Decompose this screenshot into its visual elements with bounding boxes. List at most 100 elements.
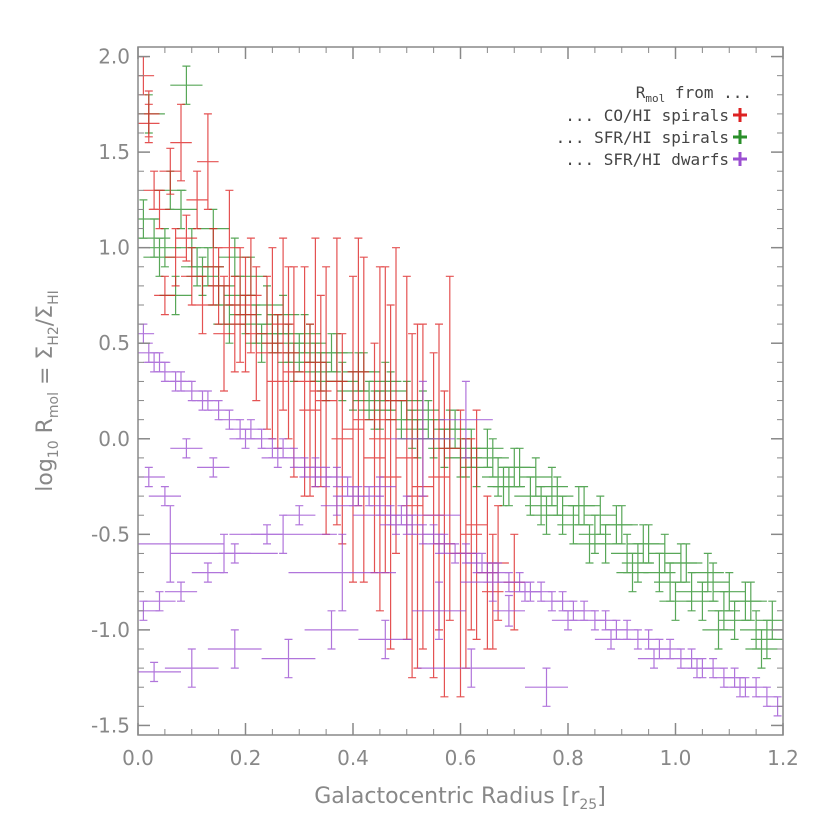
- data-point: [170, 438, 203, 459]
- data-point: [396, 275, 418, 640]
- data-point: [181, 247, 203, 306]
- x-tick-label: 0.0: [122, 746, 154, 770]
- data-point: [691, 552, 724, 593]
- y-tick-label: 2.0: [98, 45, 130, 69]
- y-tick-label: 0.0: [98, 427, 130, 451]
- x-tick-label: 0.2: [230, 746, 262, 770]
- data-point: [525, 486, 558, 526]
- data-point: [272, 237, 294, 411]
- data-point: [498, 447, 531, 488]
- data-point: [713, 572, 746, 612]
- data-point: [584, 495, 617, 535]
- data-point: [654, 562, 687, 602]
- axis-ticks: 0.0 0.2 0.4 0.6 0.8 1.0 1.2 2.0 1.5 1.0 0.5 0.0 -0.5…: [91, 45, 799, 770]
- data-point: [138, 218, 171, 258]
- data-point: [170, 533, 278, 574]
- data-point: [455, 543, 477, 564]
- data-point: [594, 629, 628, 650]
- data-point: [551, 591, 574, 612]
- data-point: [514, 476, 547, 516]
- data-point: [143, 237, 176, 277]
- data-point: [385, 400, 418, 440]
- data-point: [267, 314, 289, 449]
- x-tick-label: 0.4: [337, 746, 369, 770]
- data-point: [336, 476, 359, 497]
- data-point: [288, 533, 396, 612]
- data-point: [315, 266, 337, 535]
- data-point: [304, 610, 359, 650]
- data-point: [310, 294, 332, 488]
- data-point: [439, 380, 493, 459]
- data-point: [702, 610, 735, 650]
- y-tick-label: 0.5: [98, 331, 130, 355]
- data-point: [331, 333, 353, 545]
- data-point: [170, 103, 192, 182]
- data-point: [487, 562, 509, 583]
- data-point: [186, 170, 208, 230]
- data-point: [240, 237, 262, 354]
- data-point: [707, 591, 740, 631]
- data-point: [627, 524, 660, 564]
- data-point: [428, 323, 450, 631]
- data-point: [401, 333, 423, 679]
- data-point: [353, 256, 375, 583]
- data-point: [164, 648, 219, 688]
- data-point: [148, 228, 181, 268]
- data-point: [390, 380, 456, 497]
- data-point: [573, 600, 595, 621]
- data-point: [621, 543, 654, 583]
- series-sfr-hi-dwarfs: [138, 323, 783, 717]
- data-point: [557, 505, 590, 545]
- data-point: [218, 409, 241, 430]
- data-point: [170, 65, 203, 105]
- data-point: [229, 514, 337, 554]
- data-point: [353, 495, 461, 535]
- data-point: [439, 275, 461, 621]
- y-tick-label: -1.5: [91, 713, 130, 737]
- legend: Rmol from ... ... CO/HI spirals ... SFR/…: [556, 83, 752, 169]
- legend-label: ... SFR/HI dwarfs: [565, 150, 729, 169]
- data-point: [143, 591, 176, 612]
- data-point: [369, 266, 391, 612]
- legend-entry-co-hi-spirals: ... CO/HI spirals: [565, 106, 747, 125]
- data-point: [181, 380, 203, 402]
- data-point: [197, 113, 219, 210]
- y-tick-label: 1.0: [98, 236, 130, 260]
- data-point: [143, 170, 165, 210]
- data-point: [670, 543, 703, 583]
- data-point: [261, 447, 294, 468]
- data-point: [234, 256, 257, 373]
- data-point: [326, 466, 348, 488]
- data-point: [675, 572, 708, 612]
- data-point: [277, 266, 300, 440]
- data-point: [245, 266, 267, 402]
- data-point: [605, 505, 638, 545]
- data-point: [283, 266, 305, 478]
- legend-label: ... SFR/HI spirals: [556, 128, 729, 147]
- data-point: [240, 419, 262, 440]
- data-point: [422, 524, 445, 545]
- data-point: [616, 619, 638, 640]
- data-point: [611, 533, 644, 574]
- data-point: [562, 486, 595, 526]
- data-point: [756, 686, 778, 707]
- data-point: [530, 495, 563, 535]
- data-point: [197, 390, 219, 411]
- data-point: [191, 562, 224, 583]
- data-point: [476, 438, 509, 478]
- data-point: [723, 677, 757, 698]
- data-point: [406, 323, 429, 669]
- x-tick-label: 0.6: [445, 746, 477, 770]
- data-point: [218, 237, 251, 277]
- data-point: [643, 552, 676, 593]
- data-point: [487, 466, 520, 507]
- data-point: [229, 247, 251, 363]
- legend-header: Rmol from ...: [636, 83, 752, 105]
- legend-marker: [733, 152, 747, 166]
- data-point: [299, 466, 332, 488]
- x-tick-label: 1.2: [767, 746, 799, 770]
- y-axis-title: log10 Rmol = ΣH2/ΣHI: [33, 290, 62, 491]
- data-point: [385, 247, 407, 554]
- data-point: [637, 648, 671, 669]
